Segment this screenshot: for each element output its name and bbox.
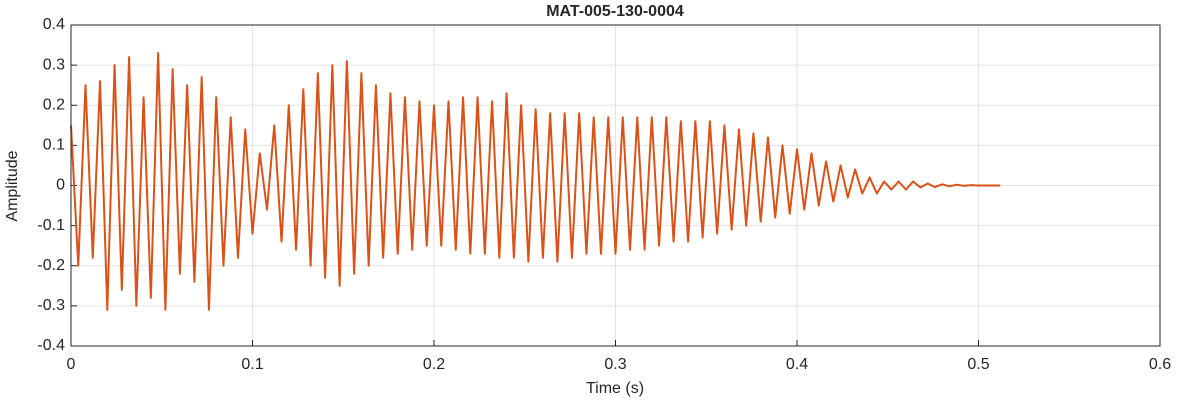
waveform-line bbox=[70, 52, 1001, 311]
x-tick-label: 0.6 bbox=[1149, 356, 1171, 373]
y-tick-label: -0.1 bbox=[37, 217, 65, 234]
x-axis-label: Time (s) bbox=[586, 380, 644, 397]
plot-frame bbox=[70, 24, 1161, 347]
x-tick-label: 0.1 bbox=[241, 356, 263, 373]
y-tick-label: 0.4 bbox=[43, 16, 65, 33]
x-tick-label: 0.3 bbox=[604, 356, 626, 373]
y-tick-label: 0.3 bbox=[43, 56, 65, 73]
chart-title: MAT-005-130-0004 bbox=[546, 3, 684, 20]
y-tick-label: -0.4 bbox=[37, 337, 65, 354]
y-tick-label: -0.3 bbox=[37, 297, 65, 314]
x-tick-label: 0.5 bbox=[967, 356, 989, 373]
y-tick-label: -0.2 bbox=[37, 257, 65, 274]
y-tick-label: 0.1 bbox=[43, 137, 65, 154]
y-axis-label: Amplitude bbox=[4, 150, 21, 221]
x-tick-label: 0.4 bbox=[786, 356, 808, 373]
x-tick-label: 0 bbox=[67, 356, 76, 373]
y-tick-label: 0 bbox=[56, 177, 65, 194]
y-tick-label: 0.2 bbox=[43, 96, 65, 113]
x-tick-label: 0.2 bbox=[423, 356, 445, 373]
